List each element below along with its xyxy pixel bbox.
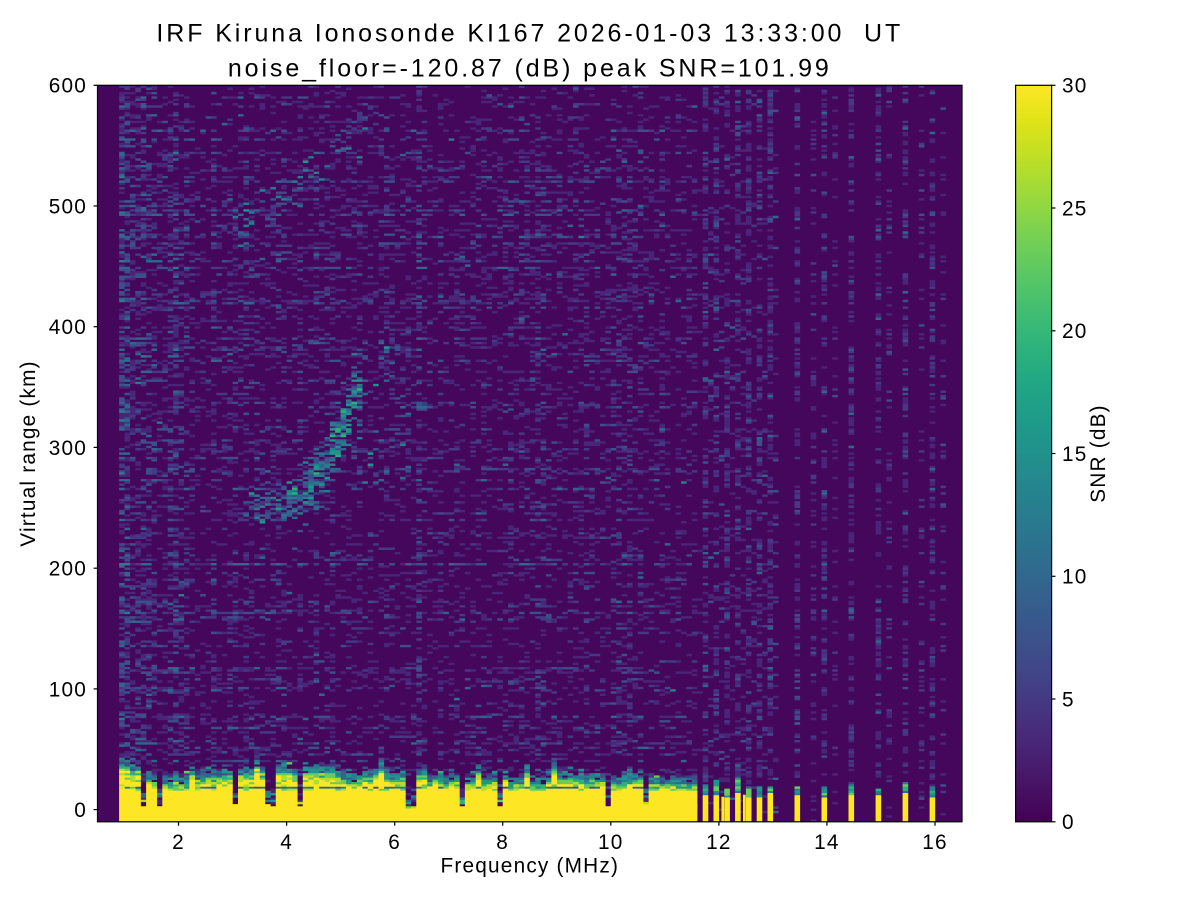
svg-text:4: 4 [280,831,293,854]
svg-text:Frequency (MHz): Frequency (MHz) [440,855,619,878]
svg-text:5: 5 [1062,688,1075,711]
svg-text:400: 400 [49,316,87,339]
svg-text:100: 100 [49,678,87,701]
svg-text:8: 8 [496,831,509,854]
svg-text:12: 12 [706,831,732,854]
svg-text:2: 2 [172,831,185,854]
svg-text:10: 10 [1062,566,1088,589]
svg-text:16: 16 [922,831,948,854]
svg-text:0: 0 [1062,811,1075,834]
svg-text:300: 300 [49,437,87,460]
svg-text:200: 200 [49,558,87,581]
svg-text:30: 30 [1062,75,1088,98]
svg-text:25: 25 [1062,197,1088,220]
svg-text:SNR (dB): SNR (dB) [1087,404,1110,503]
svg-text:600: 600 [49,75,87,98]
svg-text:14: 14 [814,831,840,854]
svg-text:10: 10 [598,831,624,854]
svg-text:IRF Kiruna Ionosonde KI167 202: IRF Kiruna Ionosonde KI167 2026-01-03 13… [156,19,903,47]
svg-text:15: 15 [1062,443,1088,466]
svg-text:0: 0 [74,799,87,822]
svg-text:6: 6 [388,831,401,854]
svg-text:Virtual range (km): Virtual range (km) [17,360,40,547]
svg-text:noise_floor=-120.87 (dB) peak: noise_floor=-120.87 (dB) peak SNR=101.99 [228,54,832,82]
svg-text:500: 500 [49,195,87,218]
svg-text:20: 20 [1062,320,1088,343]
